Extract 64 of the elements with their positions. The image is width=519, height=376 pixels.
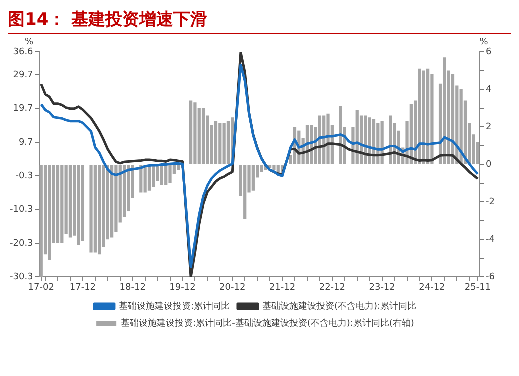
y-tick-label: 36.6 <box>13 47 34 58</box>
bar <box>164 165 168 186</box>
bar <box>422 70 426 164</box>
y-tick-label: 9.7 <box>18 138 34 148</box>
bar <box>148 165 152 191</box>
bar <box>218 123 222 164</box>
bar <box>160 165 164 186</box>
bar <box>94 165 97 253</box>
bar <box>68 165 72 238</box>
bar <box>226 121 230 164</box>
x-tick-label: 22-12 <box>319 282 346 293</box>
x-tick-label: 24-12 <box>419 282 446 293</box>
bar <box>177 165 180 170</box>
bar <box>222 123 226 164</box>
y2-axis-title: % <box>480 37 489 48</box>
y2-tick-label: -6 <box>486 272 496 283</box>
legend-label: 基础设施建设投资(不含电力):累计同比 <box>262 300 417 312</box>
bar <box>168 165 172 184</box>
bar <box>443 58 446 164</box>
legend-label: 基础设施建设投资:累计同比 <box>118 300 230 312</box>
bar <box>189 100 193 164</box>
x-tick-label: 17-02 <box>28 282 54 293</box>
bar <box>451 74 455 164</box>
bar <box>56 165 60 244</box>
bar <box>90 165 93 253</box>
x-tick-label: 19-12 <box>170 282 196 293</box>
bar <box>202 108 206 164</box>
x-tick-label: 25-11 <box>464 282 492 293</box>
bar <box>40 165 43 278</box>
bar <box>194 102 197 164</box>
bar <box>48 165 52 260</box>
y2-tick-label: -4 <box>486 235 496 246</box>
y-axis-title: % <box>25 37 34 48</box>
y2-tick-label: 4 <box>486 84 492 95</box>
x-tick-label: 23-12 <box>369 282 396 293</box>
y2-tick-label: -2 <box>486 197 496 208</box>
bar <box>77 165 80 246</box>
bar <box>252 165 255 191</box>
bar <box>214 121 218 164</box>
chart-title: 图14： 基建投资增速下滑 <box>8 8 511 34</box>
bar <box>244 165 247 220</box>
x-tick-label: 18-12 <box>120 282 146 293</box>
bar <box>98 165 102 255</box>
bar <box>110 165 114 238</box>
bar <box>276 165 280 172</box>
y-tick-label: 19.7 <box>13 104 34 114</box>
bar <box>418 68 422 164</box>
x-tick-label: 21-12 <box>269 282 296 293</box>
legend-label: 基础设施建设投资:累计同比-基础设施建设投资(不含电力):累计同比(右轴) <box>121 318 414 329</box>
y-tick-label: -20.3 <box>10 238 34 249</box>
bar <box>272 165 276 170</box>
x-tick-label: 17-12 <box>70 282 96 293</box>
bar <box>426 68 430 164</box>
bar <box>60 165 64 244</box>
y-tick-label: 29.7 <box>13 70 34 81</box>
y-tick-label: -0.3 <box>16 172 34 182</box>
y2-tick-label: 0 <box>486 160 492 170</box>
bar <box>339 106 342 164</box>
bar <box>81 165 85 242</box>
y-tick-label: -30.3 <box>10 272 34 283</box>
y2-tick-label: 2 <box>486 122 492 132</box>
x-tick-label: 20-12 <box>220 282 246 293</box>
y-tick-label: -10.3 <box>10 205 34 216</box>
y2-tick-label: 6 <box>486 47 492 58</box>
